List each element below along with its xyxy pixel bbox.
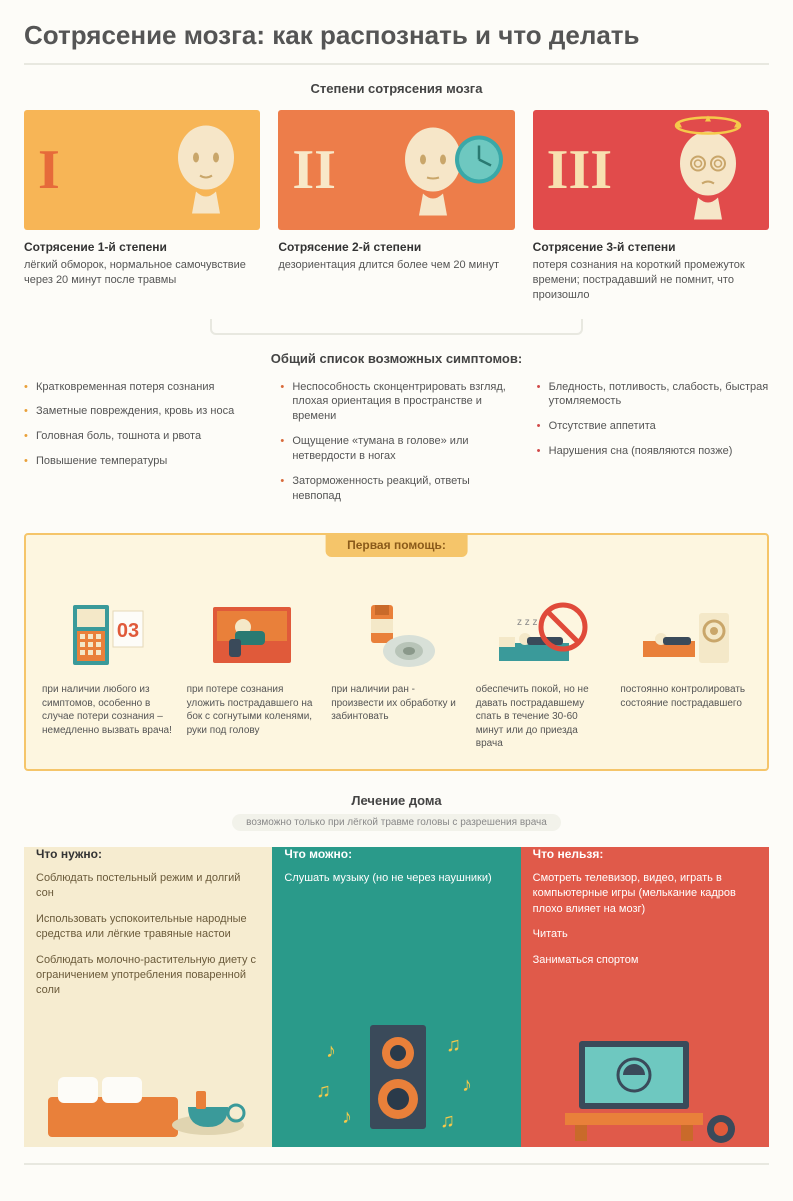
treat-item: Соблюдать молочно-растительную диету с о… <box>36 953 260 999</box>
aid-item-1: 03 при наличии любого из симптомов, особ… <box>42 595 173 751</box>
divider <box>24 63 769 65</box>
treat-item: Слушать музыку (но не через наушники) <box>284 871 508 886</box>
symptom-col-2: Неспособность сконцентрировать взгляд, п… <box>280 380 512 514</box>
connector-line <box>210 319 583 335</box>
aid-text-2: при потере сознания уложить пострадавшег… <box>187 683 318 737</box>
symptom-col-1: Кратковременная потеря сознания Заметные … <box>24 380 256 514</box>
grade-2: II Сотрясение 2-й степени <box>278 110 514 303</box>
svg-text:♫: ♫ <box>440 1110 455 1132</box>
symptom-item: Заметные повреждения, кровь из носа <box>24 404 256 419</box>
symptom-item: Повышение температуры <box>24 454 256 469</box>
divider-bottom <box>24 1163 769 1165</box>
aid-item-5: постоянно контролировать состояние постр… <box>620 595 751 751</box>
symptom-item: Неспособность сконцентрировать взгляд, п… <box>280 380 512 425</box>
treat-item: Соблюдать постельный режим и долгий сон <box>36 871 260 902</box>
symptom-item: Бледность, потливость, слабость, быстрая… <box>537 380 769 410</box>
grade-1-label: Сотрясение 1-й степени <box>24 240 260 254</box>
grade-3-desc: потеря сознания на короткий промежуток в… <box>533 258 769 303</box>
head-icon-2 <box>397 120 507 221</box>
symptom-item: Кратковременная потеря сознания <box>24 380 256 395</box>
symptom-col-3: Бледность, потливость, слабость, быстрая… <box>537 380 769 514</box>
monitor-icon <box>620 595 751 675</box>
first-aid-box: Первая помощь: 03 при наличии любого из … <box>24 533 769 771</box>
grade-2-label: Сотрясение 2-й степени <box>278 240 514 254</box>
first-aid-tab: Первая помощь: <box>325 533 468 557</box>
page-title: Сотрясение мозга: как распознать и что д… <box>24 20 769 51</box>
svg-text:z z z: z z z <box>517 617 538 628</box>
symptom-item: Заторможенность реакций, ответы невпопад <box>280 474 512 504</box>
phone-icon: 03 <box>42 595 173 675</box>
roman-1: I <box>38 138 60 202</box>
symptom-item: Отсутствие аппетита <box>537 419 769 434</box>
tv-icon <box>521 1037 769 1147</box>
treat-item: Читать <box>533 927 757 942</box>
aid-item-4: z z z обеспечить покой, но не давать пос… <box>476 595 607 751</box>
aid-text-1: при наличии любого из симптомов, особенн… <box>42 683 173 737</box>
grades-title: Степени сотрясения мозга <box>24 81 769 96</box>
svg-text:♪: ♪ <box>462 1074 472 1096</box>
bed-cup-icon <box>24 1037 272 1147</box>
bed-icon <box>187 595 318 675</box>
treat-cant-title: Что нельзя: <box>533 847 757 861</box>
svg-text:03: 03 <box>117 620 139 642</box>
treat-subtitle: возможно только при лёгкой травме головы… <box>232 814 561 831</box>
treat-cant-col: Что нельзя: Смотреть телевизор, видео, и… <box>521 847 769 1147</box>
aid-text-3: при наличии ран - произвести их обработк… <box>331 683 462 724</box>
svg-text:♫: ♫ <box>446 1034 461 1056</box>
symptom-item: Ощущение «тумана в голове» или нетвердос… <box>280 434 512 464</box>
grade-2-desc: дезориентация длится более чем 20 минут <box>278 258 514 273</box>
symptom-item: Головная боль, тошнота и рвота <box>24 429 256 444</box>
treat-item: Заниматься спортом <box>533 953 757 968</box>
head-icon-1 <box>170 122 242 219</box>
svg-text:♫: ♫ <box>316 1080 331 1102</box>
treat-columns: Что нужно: Соблюдать постельный режим и … <box>24 847 769 1147</box>
head-icon-3 <box>665 116 751 225</box>
no-sleep-icon: z z z <box>476 595 607 675</box>
svg-text:♪: ♪ <box>326 1040 336 1062</box>
aid-text-4: обеспечить покой, но не давать пострадав… <box>476 683 607 751</box>
aid-item-3: при наличии ран - произвести их обработк… <box>331 595 462 751</box>
bandage-icon <box>331 595 462 675</box>
grade-3: III <box>533 110 769 303</box>
aid-text-5: постоянно контролировать состояние постр… <box>620 683 751 710</box>
svg-text:♪: ♪ <box>342 1106 352 1128</box>
treat-need-title: Что нужно: <box>36 847 260 861</box>
treat-can-col: Что можно: Слушать музыку (но не через н… <box>272 847 520 1147</box>
grade-3-label: Сотрясение 3-й степени <box>533 240 769 254</box>
grades-row: I Сотрясение 1-й степени лёгкий обморок,… <box>24 110 769 303</box>
roman-2: II <box>292 138 336 202</box>
treat-need-col: Что нужно: Соблюдать постельный режим и … <box>24 847 272 1147</box>
symptoms-title: Общий список возможных симптомов: <box>24 351 769 366</box>
speaker-icon: ♪♫♪♫♪♫ <box>272 1037 520 1147</box>
treat-item: Использовать успокоительные народные сре… <box>36 912 260 943</box>
grade-1-desc: лёгкий обморок, нормальное самочувствие … <box>24 258 260 288</box>
treat-title: Лечение дома <box>24 793 769 808</box>
symptoms-grid: Кратковременная потеря сознания Заметные … <box>24 380 769 514</box>
grade-1: I Сотрясение 1-й степени лёгкий обморок,… <box>24 110 260 303</box>
treat-can-title: Что можно: <box>284 847 508 861</box>
roman-3: III <box>547 138 612 202</box>
symptom-item: Нарушения сна (появляются позже) <box>537 444 769 459</box>
treat-item: Смотреть телевизор, видео, играть в комп… <box>533 871 757 917</box>
aid-item-2: при потере сознания уложить пострадавшег… <box>187 595 318 751</box>
